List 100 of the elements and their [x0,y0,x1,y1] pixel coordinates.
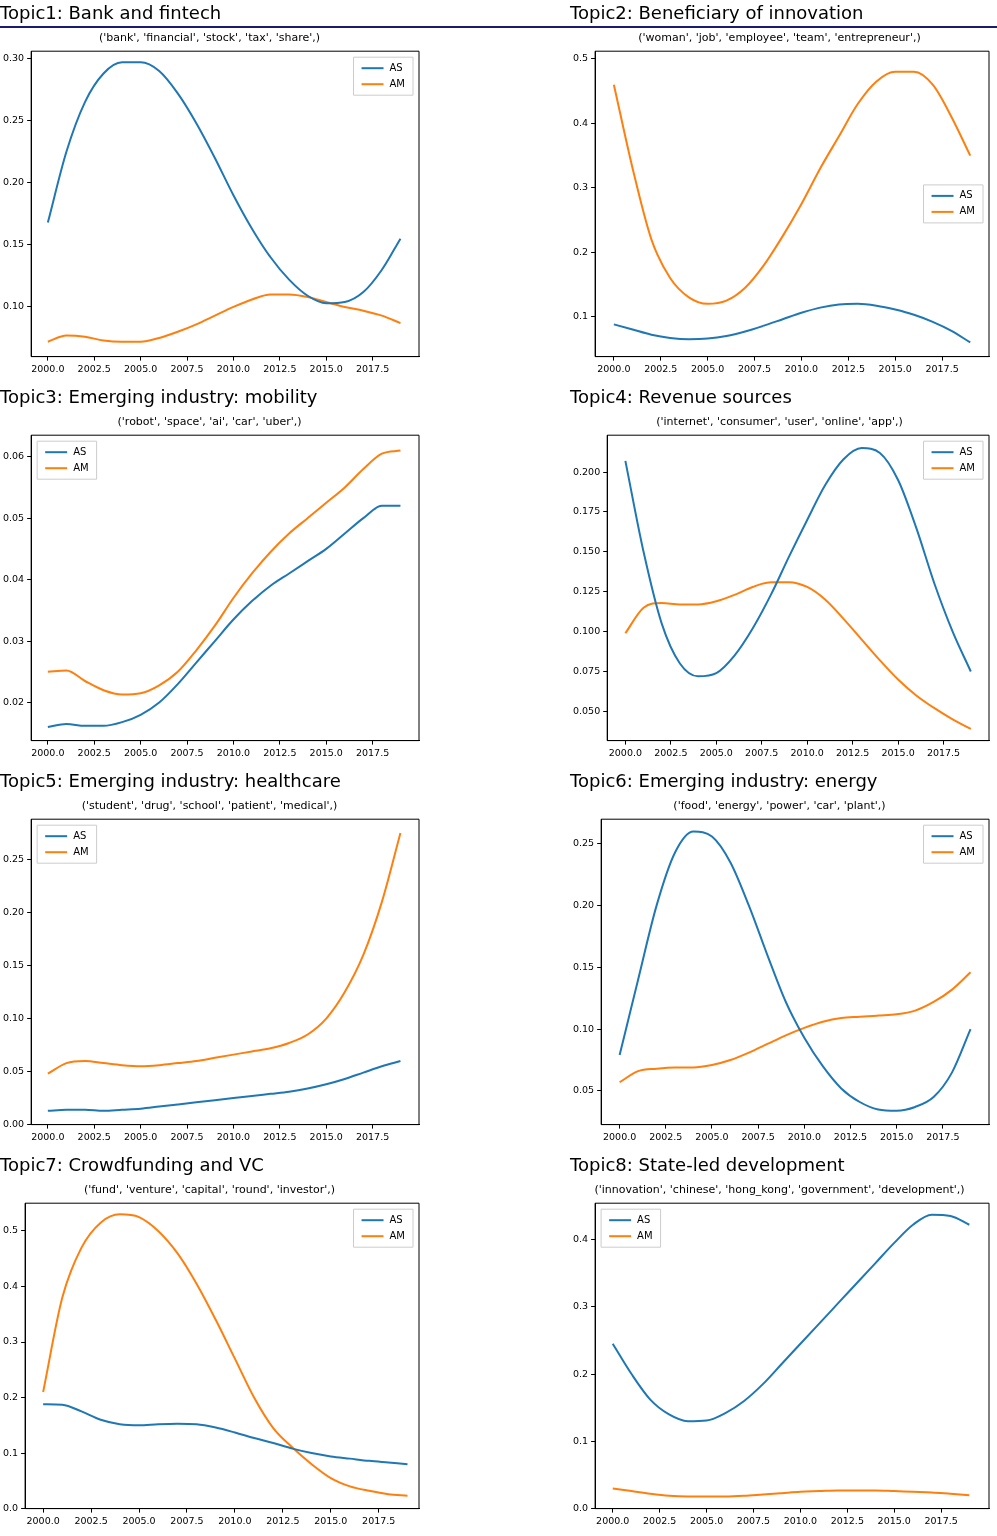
x-tick-label: 2000.0 [597,362,631,374]
x-tick-label: 2007.5 [741,1130,775,1142]
legend-label: AM [637,1229,653,1241]
line-series [46,449,402,696]
x-tick-label: 2017.5 [925,362,959,374]
x-tick-label: 2002.5 [654,746,688,758]
x-tick-label: 2007.5 [170,746,204,758]
y-tick-label: 0.25 [573,837,595,849]
line-series [611,1213,971,1423]
line-series [42,1403,409,1466]
y-tick-label: 0.15 [3,238,25,250]
y-tick-label: 0.1 [573,310,589,322]
x-tick-label: 2015.0 [881,746,915,758]
y-tick-label: 0.5 [573,52,589,64]
y-tick-label: 0.4 [573,116,589,128]
y-tick-label: 0.050 [572,704,601,716]
x-tick-label: 2002.5 [77,746,111,758]
chart-title: Topic2: Beneficiary of innovation [570,1,865,25]
chart-subtitle: ('robot', 'space', 'ai', 'car', 'uber',) [117,415,302,429]
x-tick-label: 2005.0 [124,746,158,758]
chart-title: Topic1: Bank and fintech [0,1,223,25]
x-tick-label: 2015.0 [880,1130,914,1142]
x-tick-label: 2007.5 [170,1514,204,1526]
x-tick-label: 2000.0 [31,362,65,374]
chart-title: Topic6: Emerging industry: energy [570,769,879,793]
line-series [42,1213,409,1497]
x-tick-label: 2015.0 [309,362,343,374]
x-tick-label: 2010.0 [216,746,251,758]
chart-subtitle: ('bank', 'financial', 'stock', 'tax', 'share',) [98,31,321,45]
x-tick-label: 2017.5 [355,1130,390,1142]
x-tick-label: 2007.5 [737,362,772,374]
y-tick-label: 0.05 [3,511,25,523]
y-tick-label: 0.00 [3,1118,25,1130]
line-series [46,1059,402,1112]
x-tick-label: 2012.5 [836,746,870,758]
x-tick-label: 2015.0 [309,1130,343,1142]
y-tick-label: 0.15 [3,959,25,971]
legend-label: AS [959,445,973,457]
y-tick-label: 0.30 [3,52,25,64]
x-tick-label: 2010.0 [783,1514,818,1526]
line-series [624,447,972,678]
y-tick-label: 0.05 [3,1065,25,1077]
line-series [46,504,402,729]
legend-label: AS [389,1213,403,1225]
x-tick-label: 2002.5 [644,362,678,374]
x-tick-label: 2010.0 [216,1130,251,1142]
legend-label: AM [959,205,975,217]
x-tick-label: 2007.5 [745,746,779,758]
y-tick-label: 0.25 [3,852,25,864]
x-tick-label: 2005.0 [699,746,733,758]
x-tick-label: 2012.5 [266,1514,300,1526]
legend-label: AM [73,461,89,473]
x-tick-label: 2000.0 [31,1130,65,1142]
y-tick-label: 0.10 [573,1022,595,1034]
y-tick-label: 0.10 [3,1012,25,1024]
chart-subtitle: ('woman', 'job', 'employee', 'team', 'entrepreneur',) [638,31,921,45]
y-tick-label: 0.2 [573,1367,589,1379]
legend-label: AS [73,829,87,841]
x-tick-label: 2002.5 [77,362,111,374]
chart-subtitle: ('innovation', 'chinese', 'hong_kong', 'government', 'development',) [594,1183,965,1197]
x-tick-label: 2012.5 [830,1514,864,1526]
legend-label: AS [959,829,973,841]
y-tick-label: 0.5 [3,1224,19,1236]
line-series [46,831,402,1075]
line-series [618,971,972,1084]
x-tick-label: 2017.5 [926,746,961,758]
x-tick-label: 2000.0 [26,1514,60,1526]
chart-title: Topic7: Crowdfunding and VC [0,1153,265,1177]
line-series [624,581,972,730]
legend-label: AM [73,845,89,857]
x-tick-label: 2015.0 [877,1514,911,1526]
x-tick-label: 2017.5 [926,1130,960,1142]
legend-label: AS [389,61,403,73]
x-tick-label: 2007.5 [170,362,204,374]
x-tick-label: 2010.0 [216,362,251,374]
x-tick-label: 2005.0 [124,362,158,374]
y-tick-label: 0.20 [573,899,595,911]
x-tick-label: 2010.0 [218,1514,252,1526]
chart-subtitle: ('student', 'drug', 'school', 'patient', 'medical',) [81,799,338,813]
chart-subtitle: ('fund', 'venture', 'capital', 'round', 'investor',) [83,1183,336,1197]
x-tick-label: 2007.5 [736,1514,771,1526]
x-tick-label: 2017.5 [362,1514,396,1526]
y-tick-label: 0.3 [573,181,589,193]
x-tick-label: 2010.0 [787,1130,821,1142]
y-tick-label: 0.25 [3,114,25,126]
chart-title: Topic8: State-led development [570,1153,846,1177]
y-tick-label: 0.03 [3,634,25,646]
y-tick-label: 0.1 [573,1434,589,1446]
legend-label: AS [73,445,87,457]
x-tick-label: 2012.5 [263,362,297,374]
x-tick-label: 2005.0 [124,1130,158,1142]
y-tick-label: 0.075 [572,664,601,676]
x-tick-label: 2012.5 [263,746,297,758]
x-tick-label: 2005.0 [695,1130,729,1142]
x-tick-label: 2015.0 [309,746,343,758]
x-tick-label: 2012.5 [833,1130,868,1142]
x-tick-label: 2002.5 [649,1130,683,1142]
y-tick-label: 0.3 [3,1335,19,1347]
x-tick-label: 2010.0 [790,746,824,758]
legend-label: AM [959,461,975,473]
